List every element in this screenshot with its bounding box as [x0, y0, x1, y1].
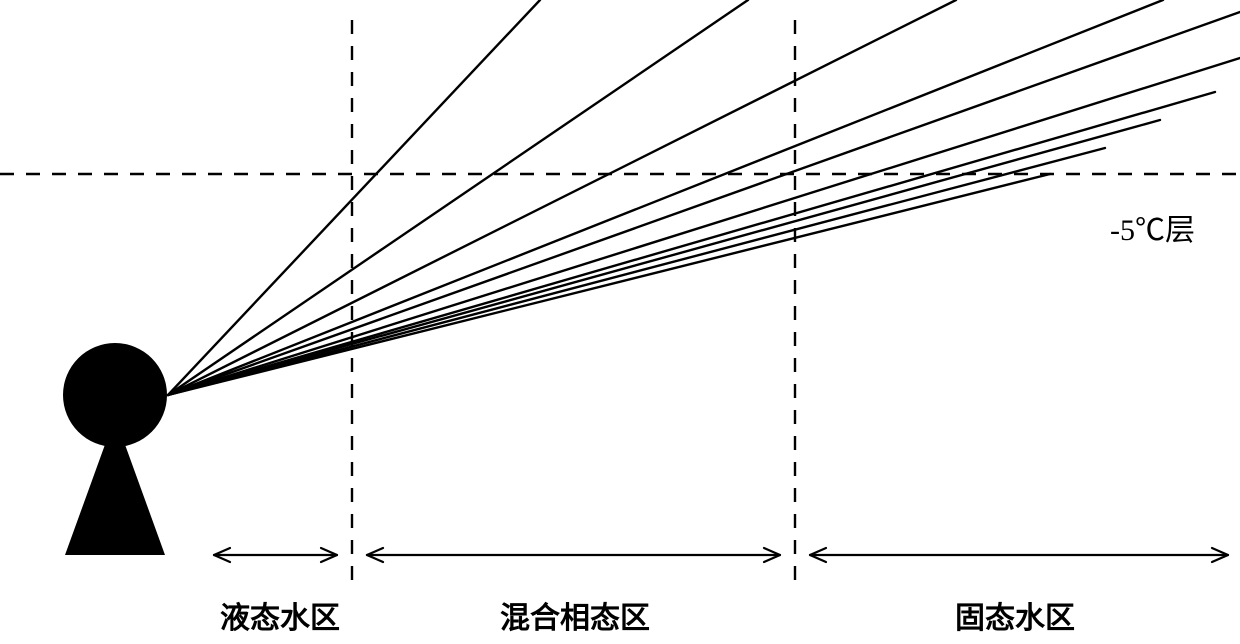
temperature-layer-label: -5℃层	[1110, 205, 1195, 249]
zone-label-liquid-water: 液态水区	[220, 593, 340, 637]
zone-label-mixed-phase: 混合相态区	[500, 593, 650, 637]
radar-dish-circle	[63, 343, 167, 447]
diagram-background	[0, 0, 1240, 644]
zone-label-solid-water: 固态水区	[955, 593, 1075, 637]
